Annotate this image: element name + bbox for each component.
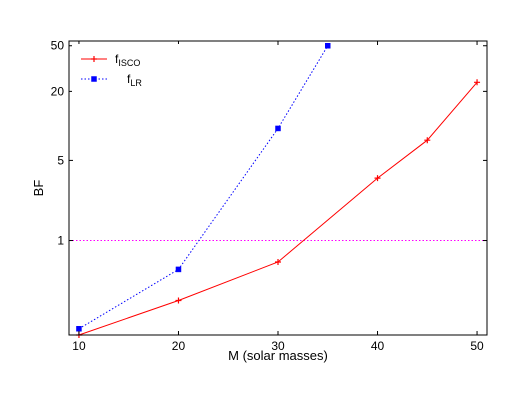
legend-box <box>72 44 192 104</box>
legend-marker-isco <box>91 56 97 62</box>
y-axis-label: BF <box>31 180 46 197</box>
y-tick-label: 1 <box>57 234 64 248</box>
x-tick-label: 50 <box>470 339 484 353</box>
y-tick-label: 50 <box>51 39 65 53</box>
axis-ticks: 10 20 30 40 50 1 5 20 50 <box>51 39 487 353</box>
data-point-lr <box>175 266 182 273</box>
x-tick-label: 30 <box>271 339 285 353</box>
series-isco <box>75 79 481 338</box>
data-point-isco <box>175 297 182 304</box>
y-tick-label: 20 <box>51 84 65 98</box>
data-point-isco <box>424 137 431 144</box>
data-point-isco <box>275 258 281 265</box>
data-point-isco <box>374 175 381 182</box>
series-line-isco <box>78 81 478 336</box>
x-tick-label: 10 <box>72 339 86 353</box>
data-point-lr <box>76 326 82 332</box>
x-axis-label: M (solar masses) <box>228 348 328 363</box>
data-point-lr <box>325 42 331 49</box>
legend-label-isco: fISCO <box>115 52 140 68</box>
legend: fISCO fLR <box>72 44 192 104</box>
legend-marker-lr <box>91 76 97 82</box>
series-lr <box>76 42 331 332</box>
y-tick-label: 5 <box>57 153 64 167</box>
x-tick-label: 40 <box>371 339 385 353</box>
x-tick-label: 20 <box>172 339 186 353</box>
data-point-lr <box>275 125 281 132</box>
series-group <box>75 42 481 338</box>
series-line-lr <box>78 45 329 330</box>
data-point-isco <box>474 79 481 86</box>
legend-label-lr: fLR <box>127 72 142 88</box>
